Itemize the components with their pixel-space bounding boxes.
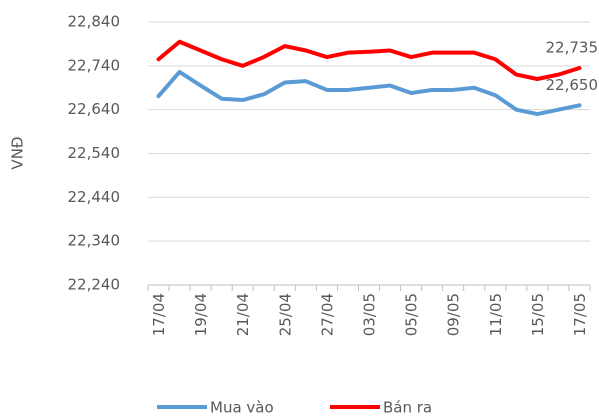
y-tick-label: 22,740 <box>68 56 121 74</box>
x-tick-label: 21/04 <box>234 293 252 336</box>
legend-label: Bán ra <box>383 399 432 417</box>
legend-label: Mua vào <box>210 399 274 417</box>
x-tick-label: 17/05 <box>571 293 589 336</box>
value-label: 22,735 <box>546 39 599 57</box>
y-tick-label: 22,440 <box>68 188 121 206</box>
value-label: 22,650 <box>546 76 599 94</box>
series-line <box>156 69 582 117</box>
y-tick-label: 22,340 <box>68 232 121 250</box>
y-axis-label: VNĐ <box>9 136 27 169</box>
x-tick-label: 11/05 <box>487 293 505 336</box>
x-tick-label: 15/05 <box>529 293 547 336</box>
y-tick-label: 22,240 <box>68 276 121 294</box>
y-tick-label: 22,640 <box>68 100 121 118</box>
x-tick-label: 03/05 <box>361 293 379 336</box>
x-tick-label: 09/05 <box>445 293 463 336</box>
x-tick-label: 05/05 <box>403 293 421 336</box>
series-line <box>156 39 582 81</box>
y-tick-label: 22,840 <box>68 13 121 31</box>
x-tick-label: 27/04 <box>318 293 336 336</box>
x-tick-label: 25/04 <box>276 293 294 336</box>
x-tick-label: 17/04 <box>150 293 168 336</box>
x-tick-label: 19/04 <box>192 293 210 336</box>
y-tick-label: 22,540 <box>68 144 121 162</box>
